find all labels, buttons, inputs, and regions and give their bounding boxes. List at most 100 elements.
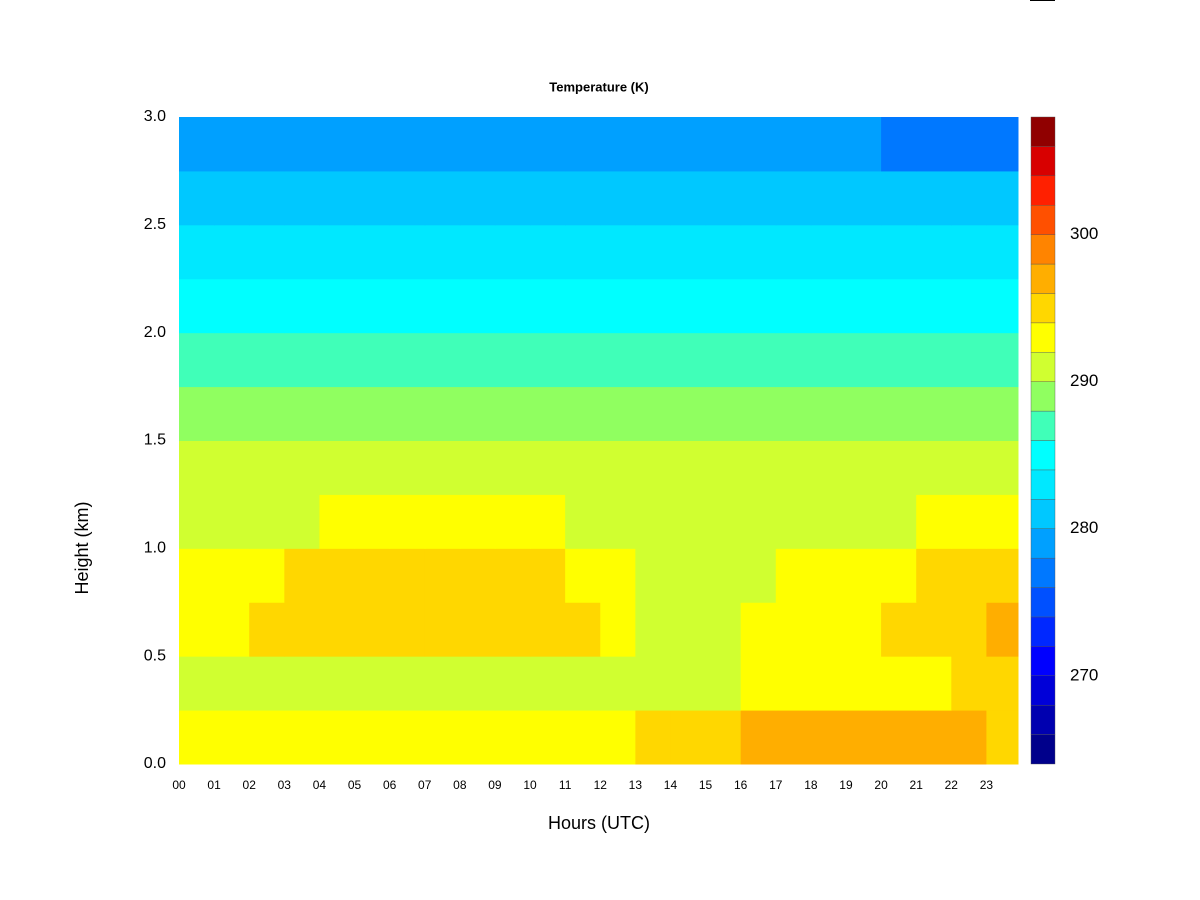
heat-cell	[845, 170, 882, 226]
heat-cell	[389, 548, 426, 603]
heat-cell	[565, 224, 601, 280]
colorbar-tick-label: 280	[1070, 518, 1098, 537]
heat-cell	[670, 170, 707, 226]
y-tick-label: 0.5	[144, 647, 166, 664]
heat-cell	[986, 386, 1019, 441]
heat-cell	[284, 224, 320, 280]
heat-cell	[179, 386, 215, 441]
heat-cell	[986, 602, 1019, 657]
heat-cell	[810, 710, 847, 765]
heat-cell	[530, 224, 566, 280]
heat-cell	[284, 548, 320, 603]
heat-cell	[214, 440, 250, 495]
heat-cell	[775, 494, 812, 549]
heat-cell	[670, 440, 707, 495]
heat-cell	[179, 710, 215, 765]
heat-cell	[530, 656, 566, 711]
heat-cell	[986, 117, 1019, 172]
heat-cell	[600, 656, 636, 711]
heat-cell	[916, 170, 952, 226]
heat-cell	[565, 278, 601, 334]
heat-cell	[881, 440, 917, 495]
heat-cell	[775, 117, 812, 172]
heat-cell	[951, 656, 987, 711]
heat-cell	[354, 386, 391, 441]
heat-cell	[951, 224, 987, 280]
heat-cell	[881, 332, 917, 388]
heat-cell	[810, 170, 847, 226]
heat-cell	[986, 710, 1019, 765]
heat-cell	[214, 494, 250, 549]
heat-cell	[600, 602, 636, 657]
heat-cell	[565, 494, 601, 549]
heat-cell	[424, 170, 461, 226]
heat-cell	[810, 224, 847, 280]
heat-cell	[845, 117, 882, 172]
heat-cell	[459, 224, 496, 280]
heat-cell	[179, 656, 215, 711]
heat-cell	[389, 278, 426, 334]
heat-cell	[670, 548, 707, 603]
heat-cell	[705, 332, 742, 388]
heat-cell	[951, 710, 987, 765]
heat-cell	[249, 170, 285, 226]
heat-cell	[916, 602, 952, 657]
colorbar-band	[1030, 263, 1056, 294]
heat-cell	[494, 494, 531, 549]
heat-cell	[214, 170, 250, 226]
heat-cell	[389, 224, 426, 280]
x-tick-label: 01	[207, 778, 221, 792]
heat-cell	[354, 710, 391, 765]
heat-cell	[319, 440, 356, 495]
heat-cell	[845, 440, 882, 495]
heat-cell	[670, 224, 707, 280]
colorbar-band	[1030, 528, 1056, 559]
heat-cell	[459, 332, 496, 388]
heat-cell	[284, 117, 320, 172]
heat-cell	[600, 386, 636, 441]
heat-cell	[530, 602, 566, 657]
x-tick-label: 10	[523, 778, 537, 792]
colorbar-band	[1030, 322, 1056, 353]
heat-cell	[740, 602, 777, 657]
heat-cell	[249, 278, 285, 334]
heat-cell	[354, 278, 391, 334]
heat-cell	[600, 494, 636, 549]
heat-cell	[600, 332, 636, 388]
heat-cell	[459, 494, 496, 549]
heat-cell	[740, 710, 777, 765]
heat-cell	[986, 224, 1019, 280]
x-tick-label: 18	[804, 778, 818, 792]
heat-cell	[565, 386, 601, 441]
colorbar-band	[1030, 587, 1056, 618]
x-tick-label: 03	[278, 778, 292, 792]
heat-cell	[424, 278, 461, 334]
heat-cell	[670, 386, 707, 441]
heat-cell	[179, 170, 215, 226]
heat-cell	[740, 278, 777, 334]
heat-cell	[249, 710, 285, 765]
heat-cell	[916, 440, 952, 495]
heat-cell	[494, 548, 531, 603]
heat-cell	[705, 440, 742, 495]
heat-cell	[249, 224, 285, 280]
heat-cell	[494, 278, 531, 334]
colorbar-band	[1030, 734, 1056, 765]
heat-cell	[810, 117, 847, 172]
heat-cell	[986, 548, 1019, 603]
heat-cell	[635, 602, 671, 657]
heat-cell	[319, 710, 356, 765]
heat-cell	[740, 548, 777, 603]
heat-cell	[424, 494, 461, 549]
heat-cell	[565, 440, 601, 495]
heat-cell	[635, 386, 671, 441]
heat-cell	[459, 117, 496, 172]
heat-cell	[845, 710, 882, 765]
colorbar-band	[1030, 704, 1056, 735]
heat-cell	[845, 494, 882, 549]
heat-cell	[494, 440, 531, 495]
heat-cell	[214, 332, 250, 388]
heat-cell	[494, 170, 531, 226]
heat-cell	[179, 494, 215, 549]
heat-cell	[284, 278, 320, 334]
